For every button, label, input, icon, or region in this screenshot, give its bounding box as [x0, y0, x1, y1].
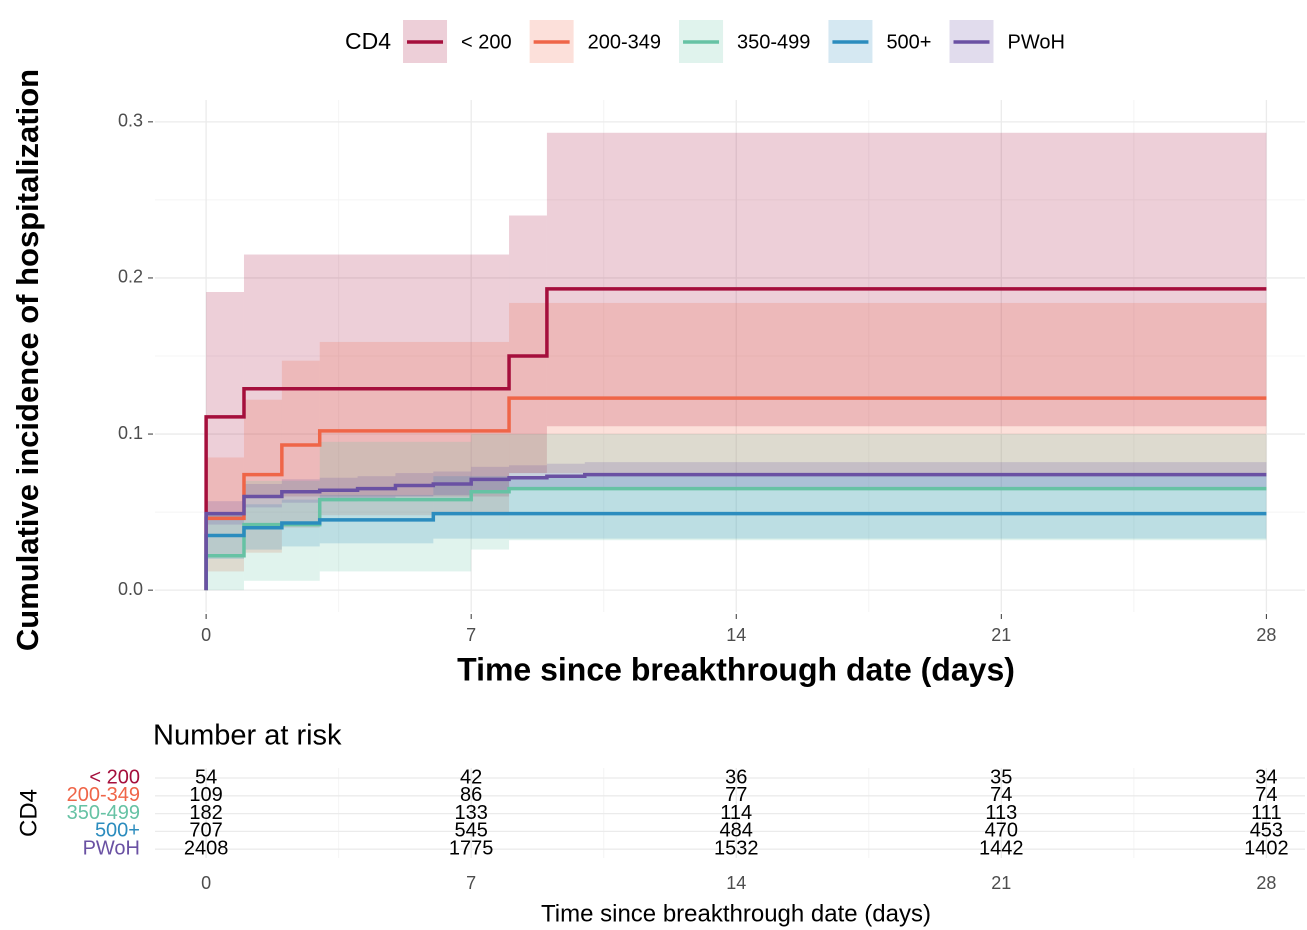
- legend-label: 500+: [886, 31, 931, 53]
- risk-count: 1775: [449, 837, 494, 859]
- risk-count: 707: [189, 820, 222, 842]
- risk-count: 1532: [714, 837, 759, 859]
- step-line: [204, 511, 1267, 591]
- confidence-band: [509, 302, 1267, 474]
- confidence-band: [546, 132, 1267, 427]
- x-tick-label: 7: [466, 873, 476, 893]
- row-label: 500+: [95, 820, 140, 842]
- risk-count: 133: [454, 802, 487, 824]
- step-line: [204, 486, 1267, 591]
- risk-count: 111: [1251, 802, 1281, 824]
- legend-label: 350-499: [737, 31, 810, 53]
- grid: [155, 100, 1305, 612]
- x-tick-label: 21: [991, 873, 1011, 893]
- legend-label: PWoH: [1008, 31, 1065, 53]
- confidence-band: [433, 476, 1267, 539]
- risk-count: 182: [189, 802, 222, 824]
- y-tick-label: 0.1: [118, 423, 143, 443]
- risk-count: 34: [1255, 766, 1277, 788]
- confidence-band: [243, 254, 510, 497]
- risk-count: 36: [725, 766, 747, 788]
- legend-label: < 200: [461, 31, 512, 53]
- risk-count: 470: [985, 820, 1018, 842]
- risk-count: 114: [720, 802, 752, 824]
- risk-count: 2408: [184, 837, 229, 859]
- step-line: [204, 472, 1267, 591]
- y-tick-label: 0.3: [118, 111, 143, 131]
- step-line: [204, 287, 1267, 591]
- y-tick-label: 0.0: [118, 579, 143, 599]
- row-label: < 200: [89, 766, 140, 788]
- confidence-band: [509, 215, 547, 474]
- risk-table-title: Number at risk: [153, 720, 342, 752]
- row-label: 350-499: [67, 802, 140, 824]
- grid: [155, 768, 1305, 858]
- risk-count: 453: [1250, 820, 1283, 842]
- risk-count: 77: [725, 784, 747, 806]
- row-label: 200-349: [67, 784, 140, 806]
- risk-count: 86: [460, 784, 482, 806]
- risk-count: 109: [189, 784, 222, 806]
- risk-count: 113: [985, 802, 1017, 824]
- confidence-band: [206, 512, 244, 591]
- legend-label: 200-349: [588, 31, 661, 53]
- x-tick-label: 28: [1256, 625, 1276, 645]
- x-tick-label: 14: [726, 873, 746, 893]
- x-tick-label: 21: [991, 625, 1011, 645]
- x-tick-label: 28: [1256, 873, 1276, 893]
- legend-title: CD4: [345, 28, 391, 54]
- risk-count: 1442: [979, 837, 1024, 859]
- x-tick-label: 14: [726, 625, 746, 645]
- risk-count: 1402: [1244, 837, 1289, 859]
- risk-count: 42: [460, 766, 482, 788]
- y-axis-title: Cumulative incidence of hospitalization: [10, 69, 45, 651]
- risk-count: 484: [720, 820, 753, 842]
- risk-count: 74: [990, 784, 1012, 806]
- risk-table-y-title: CD4: [15, 789, 42, 837]
- step-line: [204, 396, 1267, 591]
- risk-table-x-title: Time since breakthrough date (days): [541, 900, 931, 927]
- x-tick-label: 7: [466, 625, 476, 645]
- risk-count: 54: [195, 766, 217, 788]
- x-tick-label: 0: [201, 625, 211, 645]
- confidence-band: [319, 441, 472, 572]
- risk-count: 35: [990, 766, 1012, 788]
- x-axis-title: Time since breakthrough date (days): [457, 651, 1015, 687]
- row-label: PWoH: [83, 837, 140, 859]
- risk-count: 74: [1255, 784, 1277, 806]
- confidence-band: [206, 292, 244, 520]
- y-tick-label: 0.2: [118, 267, 143, 287]
- x-tick-label: 0: [201, 873, 211, 893]
- risk-count: 545: [454, 820, 487, 842]
